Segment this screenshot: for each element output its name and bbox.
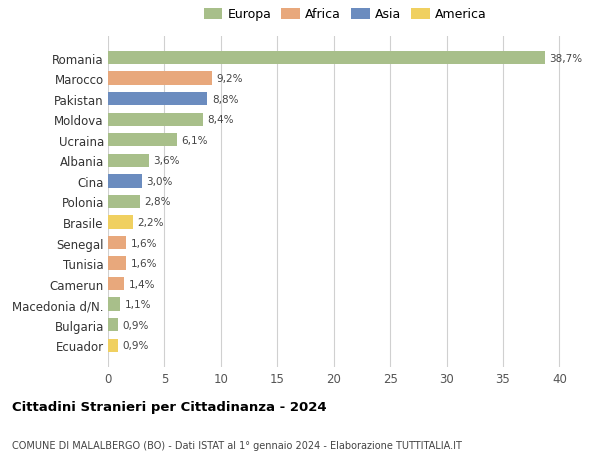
Bar [108, 93, 208, 106]
Text: 0,9%: 0,9% [122, 320, 149, 330]
Bar [108, 195, 140, 209]
Text: 6,1%: 6,1% [181, 135, 208, 146]
Bar [108, 134, 177, 147]
Bar [108, 113, 203, 127]
Text: 1,6%: 1,6% [131, 238, 157, 248]
Text: Cittadini Stranieri per Cittadinanza - 2024: Cittadini Stranieri per Cittadinanza - 2… [12, 400, 326, 413]
Bar [108, 216, 133, 229]
Text: 2,8%: 2,8% [144, 197, 170, 207]
Text: 1,6%: 1,6% [131, 258, 157, 269]
Bar [108, 257, 126, 270]
Text: 3,6%: 3,6% [153, 156, 179, 166]
Text: 8,8%: 8,8% [212, 95, 238, 104]
Text: COMUNE DI MALALBERGO (BO) - Dati ISTAT al 1° gennaio 2024 - Elaborazione TUTTITA: COMUNE DI MALALBERGO (BO) - Dati ISTAT a… [12, 440, 462, 450]
Bar [108, 154, 149, 168]
Bar [108, 298, 121, 311]
Text: 2,2%: 2,2% [137, 218, 164, 228]
Bar [108, 52, 545, 65]
Text: 0,9%: 0,9% [122, 341, 149, 351]
Bar [108, 175, 142, 188]
Text: 3,0%: 3,0% [146, 176, 173, 186]
Bar [108, 236, 126, 250]
Text: 38,7%: 38,7% [549, 53, 583, 63]
Legend: Europa, Africa, Asia, America: Europa, Africa, Asia, America [201, 6, 489, 24]
Bar [108, 277, 124, 291]
Bar [108, 319, 118, 332]
Bar [108, 72, 212, 85]
Text: 1,4%: 1,4% [128, 279, 155, 289]
Text: 9,2%: 9,2% [217, 74, 243, 84]
Text: 1,1%: 1,1% [125, 300, 151, 309]
Text: 8,4%: 8,4% [208, 115, 234, 125]
Bar [108, 339, 118, 352]
